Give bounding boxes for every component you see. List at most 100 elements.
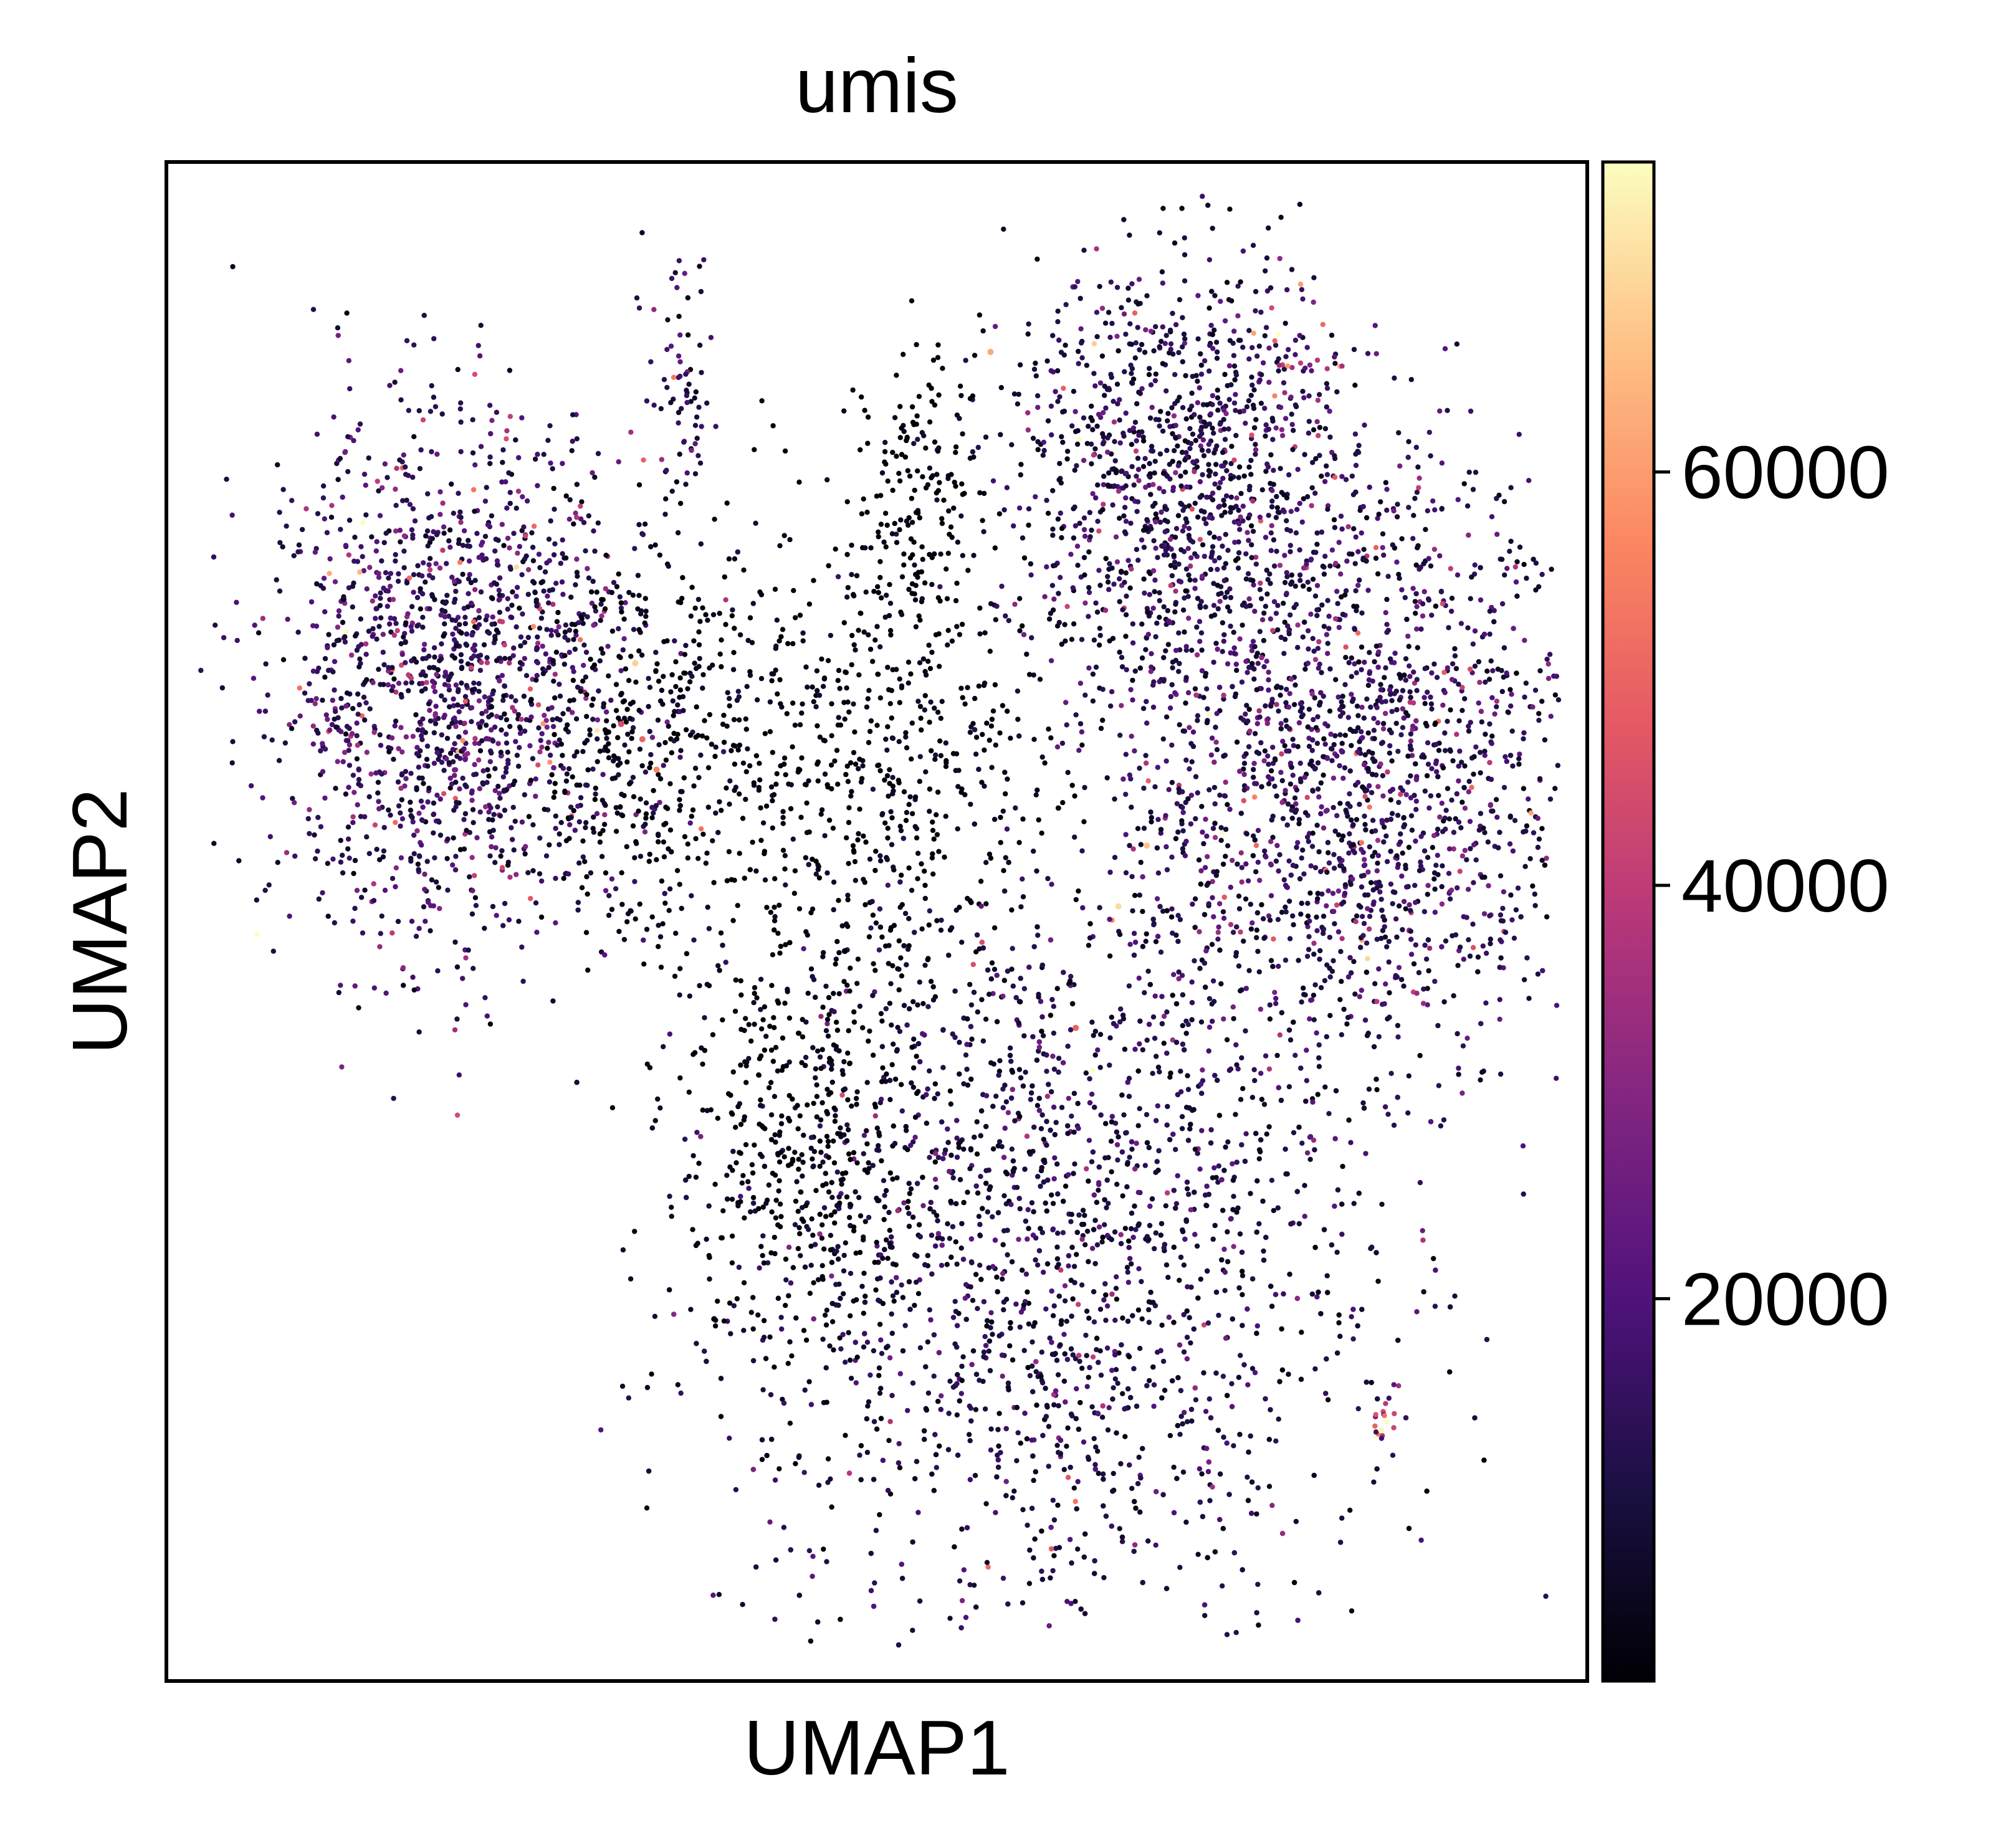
scatter-point xyxy=(1362,788,1368,794)
scatter-point xyxy=(1222,437,1228,442)
scatter-point xyxy=(805,991,811,996)
scatter-point xyxy=(588,589,595,595)
scatter-point xyxy=(1269,498,1275,504)
scatter-point xyxy=(511,645,517,651)
scatter-point xyxy=(470,807,476,812)
scatter-point xyxy=(1360,849,1366,855)
scatter-point xyxy=(503,479,509,485)
scatter-point xyxy=(1416,485,1421,490)
scatter-point xyxy=(796,479,802,485)
scatter-point xyxy=(1253,451,1258,457)
scatter-point xyxy=(303,506,309,512)
scatter-point xyxy=(998,840,1003,845)
scatter-point xyxy=(453,779,459,785)
scatter-point xyxy=(356,702,362,708)
scatter-point xyxy=(743,796,748,802)
scatter-point xyxy=(698,826,704,832)
scatter-point xyxy=(599,597,604,602)
scatter-point xyxy=(930,827,936,834)
scatter-point xyxy=(421,647,427,653)
scatter-point xyxy=(1075,279,1081,285)
scatter-point xyxy=(1163,758,1169,764)
scatter-point xyxy=(389,688,394,693)
scatter-point xyxy=(1331,852,1337,857)
scatter-point xyxy=(687,820,693,826)
scatter-point xyxy=(1456,718,1462,724)
scatter-point xyxy=(884,773,891,779)
scatter-point xyxy=(1211,431,1216,436)
scatter-point xyxy=(633,839,639,845)
scatter-point xyxy=(1146,372,1152,378)
scatter-point xyxy=(1132,310,1138,316)
scatter-point xyxy=(1276,510,1282,515)
scatter-point xyxy=(1424,773,1430,779)
scatter-point xyxy=(1214,443,1220,449)
scatter-point xyxy=(1365,682,1372,688)
scatter-point xyxy=(1501,674,1506,680)
scatter-point xyxy=(1425,986,1430,991)
scatter-point xyxy=(326,667,332,674)
scatter-point xyxy=(409,814,415,821)
scatter-point xyxy=(526,814,532,819)
scatter-point xyxy=(1371,728,1377,733)
scatter-point xyxy=(630,593,636,598)
scatter-point xyxy=(1321,772,1326,778)
scatter-point xyxy=(1448,608,1455,614)
scatter-point xyxy=(546,536,552,542)
scatter-point xyxy=(1004,485,1010,490)
scatter-point xyxy=(1359,913,1365,920)
scatter-point xyxy=(1342,682,1348,688)
scatter-point xyxy=(768,784,775,790)
scatter-point xyxy=(1359,729,1364,735)
scatter-point xyxy=(1425,596,1431,602)
scatter-point xyxy=(1477,680,1483,685)
scatter-point xyxy=(1511,935,1517,941)
scatter-point xyxy=(520,559,526,564)
scatter-point xyxy=(1183,700,1188,706)
scatter-point xyxy=(1309,503,1314,508)
scatter-point xyxy=(774,617,780,623)
scatter-point xyxy=(576,860,582,866)
scatter-point xyxy=(1094,310,1100,315)
scatter-point xyxy=(549,772,555,778)
scatter-point xyxy=(1396,903,1402,909)
scatter-point xyxy=(1228,460,1234,467)
scatter-point xyxy=(867,728,873,735)
scatter-point xyxy=(885,724,891,730)
scatter-point xyxy=(717,611,722,616)
scatter-point xyxy=(494,658,500,664)
scatter-point xyxy=(1317,424,1322,431)
scatter-point xyxy=(1102,383,1107,389)
scatter-point xyxy=(605,729,611,735)
scatter-point xyxy=(1087,534,1093,540)
scatter-point xyxy=(661,674,666,679)
scatter-point xyxy=(484,1013,490,1019)
scatter-point xyxy=(1325,650,1330,657)
scatter-point xyxy=(816,875,823,881)
scatter-point xyxy=(773,643,779,649)
scatter-point xyxy=(331,414,337,420)
scatter-point xyxy=(338,729,344,735)
scatter-point xyxy=(884,857,891,862)
scatter-point xyxy=(462,811,469,817)
scatter-point xyxy=(1278,769,1284,775)
scatter-point xyxy=(506,470,512,476)
scatter-point xyxy=(1440,863,1445,869)
scatter-point xyxy=(1147,592,1153,598)
scatter-point xyxy=(705,617,710,623)
scatter-point xyxy=(1247,512,1253,518)
scatter-point xyxy=(1190,431,1196,437)
scatter-point xyxy=(890,791,896,797)
scatter-point xyxy=(1257,514,1263,520)
scatter-point xyxy=(1011,391,1018,397)
scatter-point xyxy=(484,485,489,490)
scatter-point xyxy=(1208,566,1214,573)
scatter-point xyxy=(754,697,760,703)
scatter-point xyxy=(935,710,941,715)
scatter-point xyxy=(1287,528,1293,534)
scatter-point xyxy=(344,690,350,696)
scatter-point xyxy=(1079,355,1085,361)
scatter-point xyxy=(795,769,801,775)
scatter-point xyxy=(1306,946,1312,953)
scatter-point xyxy=(1428,793,1434,799)
